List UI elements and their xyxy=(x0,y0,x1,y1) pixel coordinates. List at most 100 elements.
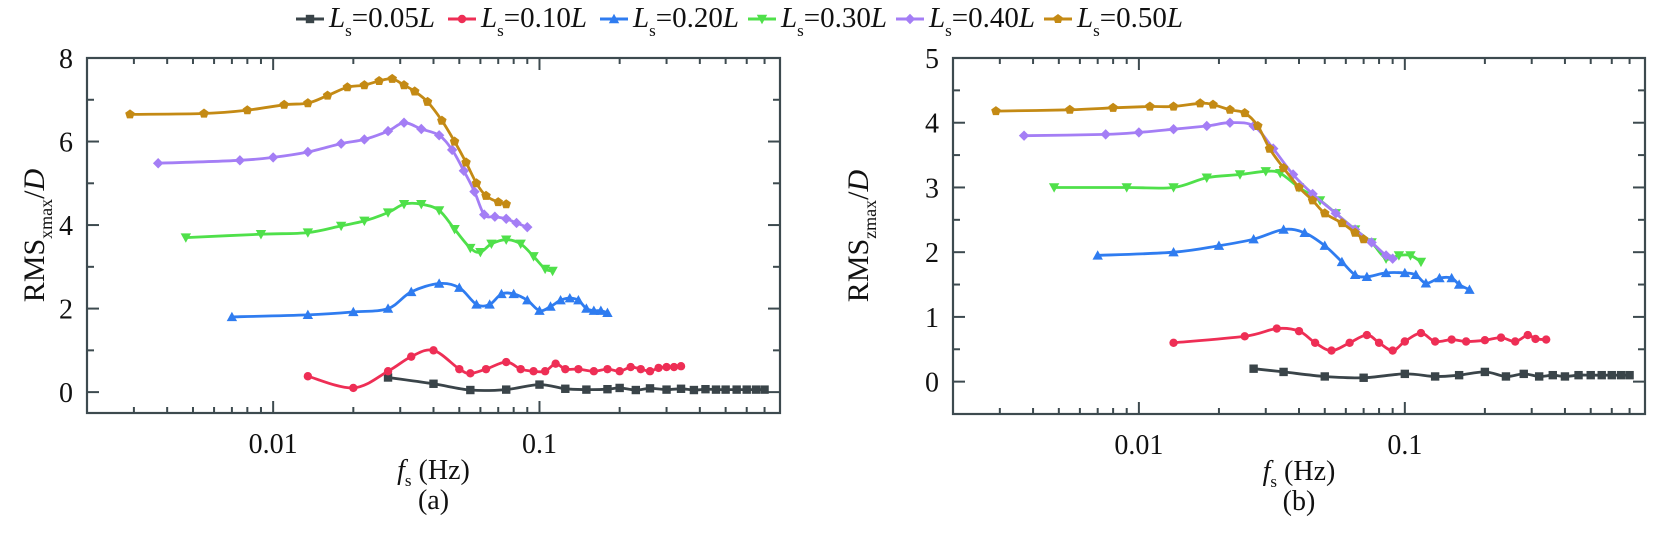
data-point xyxy=(1208,99,1218,109)
series-line xyxy=(307,348,682,390)
data-point xyxy=(662,362,671,372)
data-point xyxy=(1501,372,1511,381)
data-point xyxy=(561,364,570,374)
data-point xyxy=(1597,370,1606,380)
data-point xyxy=(1359,373,1368,382)
data-point xyxy=(751,385,761,394)
data-point xyxy=(1320,208,1330,218)
data-point xyxy=(631,385,641,395)
data-point xyxy=(359,80,370,90)
data-point xyxy=(1430,337,1440,346)
data-point xyxy=(1415,257,1427,268)
data-point xyxy=(496,288,507,299)
series-ls-0-10l xyxy=(303,346,686,393)
data-point xyxy=(1224,117,1236,128)
series-ls-0-40l xyxy=(152,117,533,233)
data-point xyxy=(406,286,417,297)
data-point xyxy=(645,367,655,376)
data-point xyxy=(471,178,482,188)
data-point xyxy=(1461,337,1471,346)
data-point xyxy=(1168,183,1179,193)
data-point xyxy=(1278,224,1289,234)
data-point xyxy=(1349,224,1361,235)
data-point xyxy=(676,362,686,371)
data-point xyxy=(429,346,438,355)
y-tick-label: 8 xyxy=(59,44,73,75)
data-point xyxy=(561,384,570,393)
data-point xyxy=(1268,143,1279,154)
data-point xyxy=(1330,209,1341,219)
data-point xyxy=(387,73,397,83)
data-point xyxy=(478,209,490,220)
data-point xyxy=(742,385,751,394)
data-point xyxy=(242,105,253,115)
legend-label: Ls=0.20L xyxy=(632,2,739,40)
data-point xyxy=(502,385,511,394)
data-point xyxy=(1541,335,1551,344)
data-point xyxy=(1337,218,1347,228)
data-point xyxy=(1430,372,1440,381)
data-point xyxy=(1253,121,1263,130)
data-point xyxy=(399,80,409,90)
legend-label: Ls=0.50L xyxy=(1076,2,1183,40)
data-point xyxy=(1388,346,1397,355)
data-point xyxy=(1213,240,1225,250)
data-point xyxy=(1523,330,1533,340)
data-point xyxy=(433,130,445,141)
data-point xyxy=(589,367,599,376)
y-tick-label: 4 xyxy=(925,109,939,140)
series-line xyxy=(1253,367,1630,380)
data-point xyxy=(1405,251,1416,261)
series-line xyxy=(1024,121,1394,260)
data-point xyxy=(125,109,135,119)
data-point xyxy=(516,364,525,374)
data-point xyxy=(1574,370,1583,380)
x-axis-label: fs (Hz) xyxy=(1263,456,1336,491)
data-point xyxy=(1380,254,1392,264)
data-point xyxy=(582,385,591,394)
data-point xyxy=(302,309,314,320)
data-point xyxy=(348,306,359,317)
data-point xyxy=(1168,246,1179,257)
data-point xyxy=(555,295,566,305)
series-ls-0-20l xyxy=(1092,224,1475,294)
data-point xyxy=(501,235,512,245)
data-point xyxy=(615,383,624,393)
series-line xyxy=(387,376,765,392)
data-point xyxy=(398,117,410,128)
data-point xyxy=(1248,234,1259,244)
data-point xyxy=(551,359,560,368)
series-line xyxy=(185,201,553,273)
data-point xyxy=(454,282,465,292)
data-point xyxy=(1294,326,1304,336)
y-tick-label: 0 xyxy=(59,378,73,409)
data-point xyxy=(1434,272,1445,283)
legend-item: Ls=0.40L xyxy=(896,2,1035,40)
data-point xyxy=(409,86,420,96)
data-point xyxy=(335,221,347,232)
series-ls-0-30l xyxy=(180,199,558,277)
panel-label: (b) xyxy=(1283,486,1316,517)
y-tick-label: 2 xyxy=(925,238,939,269)
data-point xyxy=(1349,269,1361,280)
data-point xyxy=(1299,227,1310,237)
series-ls-0-05l xyxy=(1249,364,1634,382)
data-point xyxy=(1108,102,1118,112)
data-point xyxy=(1453,279,1465,289)
y-tick-label: 5 xyxy=(925,44,939,75)
data-point xyxy=(540,367,550,376)
data-point xyxy=(603,364,612,374)
data-point xyxy=(595,305,607,315)
data-point xyxy=(416,199,427,210)
data-point xyxy=(564,292,576,303)
data-point xyxy=(636,364,645,374)
data-point xyxy=(303,98,313,108)
data-point xyxy=(471,299,482,309)
legend-item: Ls=0.05L xyxy=(296,2,435,40)
series-ls-0-20l xyxy=(226,278,613,322)
data-point xyxy=(1121,183,1132,193)
data-point xyxy=(676,384,686,393)
data-point xyxy=(760,385,769,394)
